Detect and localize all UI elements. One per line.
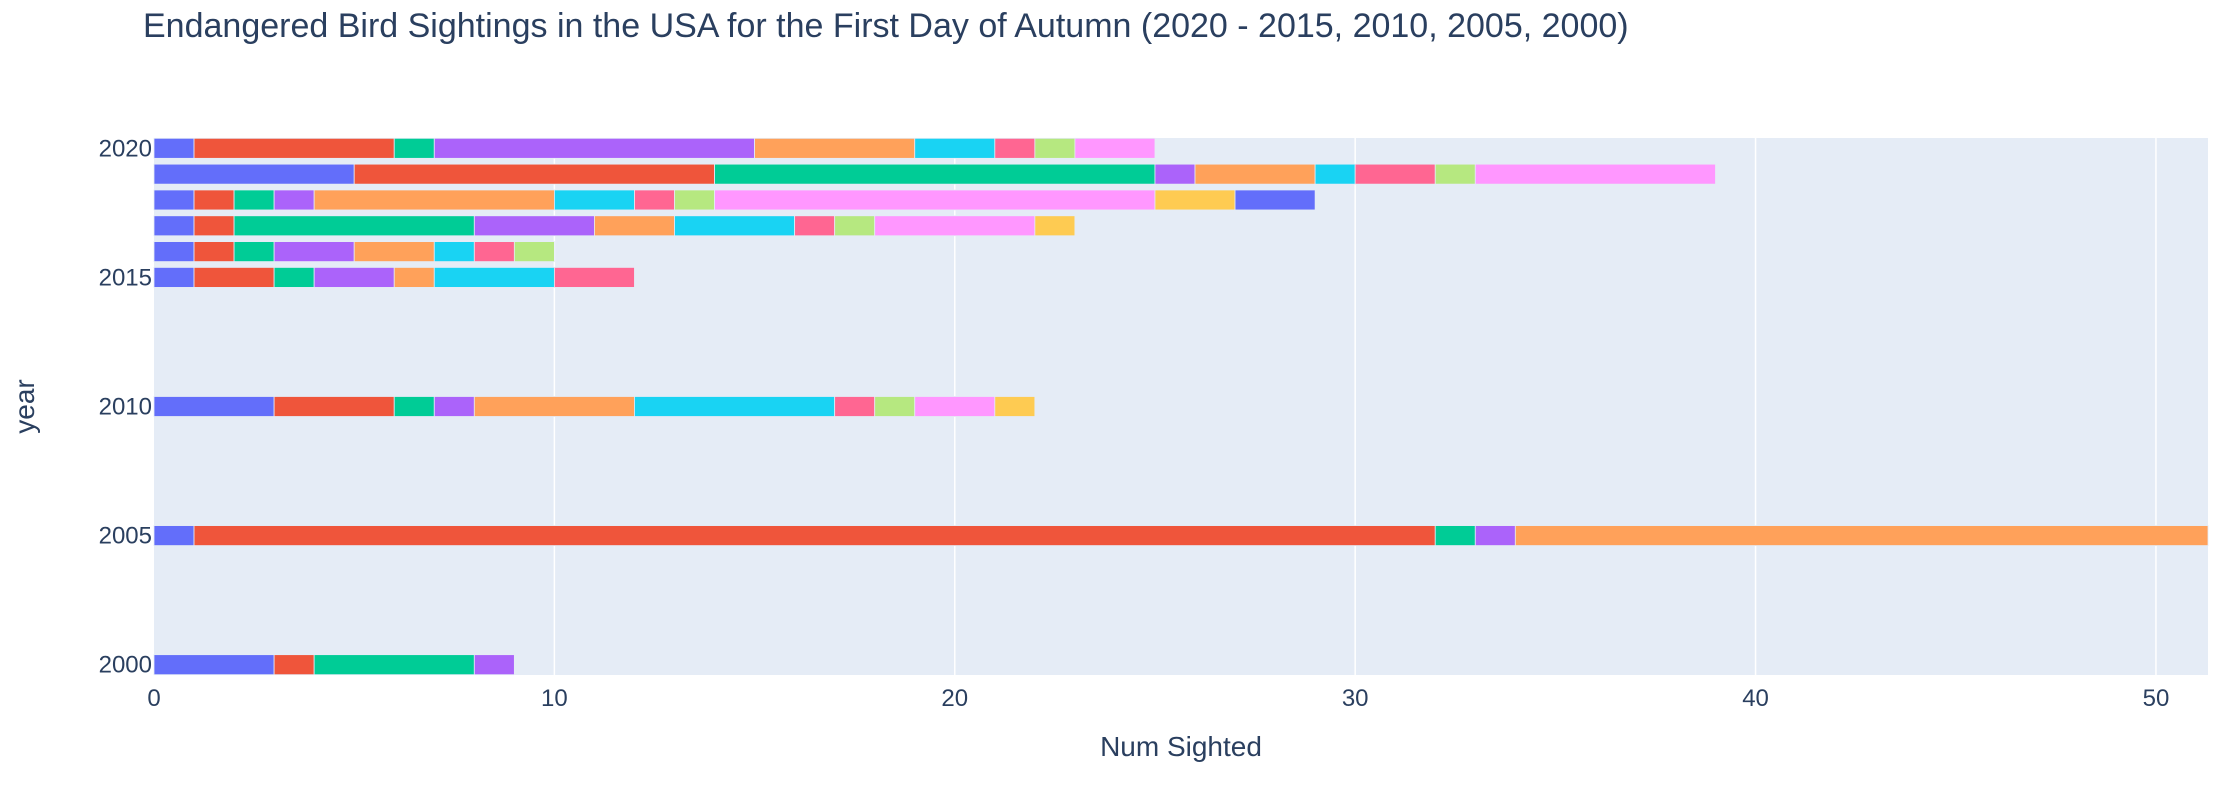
bar-segment — [433, 241, 475, 262]
bar-segment — [994, 396, 1036, 417]
y-tick-label: 2000 — [99, 652, 152, 679]
x-tick-label: 50 — [2143, 685, 2170, 712]
y-tick-label: 2005 — [99, 523, 152, 550]
bar-segment — [594, 215, 675, 237]
bar-segment — [634, 396, 836, 417]
bar-segment — [754, 137, 916, 159]
bar-segment — [1514, 525, 2209, 546]
bar-segment — [273, 654, 315, 676]
bar-segment — [153, 654, 275, 676]
bar-segment — [1314, 163, 1356, 185]
chart-title: Endangered Bird Sightings in the USA for… — [143, 7, 1629, 45]
x-axis-title: Num Sighted — [1100, 731, 1262, 762]
bar-segment — [313, 189, 555, 211]
bar-segment — [233, 215, 475, 237]
bar-segment — [874, 396, 916, 417]
bar-segment — [433, 396, 475, 417]
bar-segment — [273, 396, 395, 417]
bar-segment — [1154, 189, 1236, 211]
bar-segment — [1354, 163, 1436, 185]
bar-segment — [473, 396, 635, 417]
bar-segment — [553, 189, 635, 211]
bar-segment — [914, 396, 996, 417]
bar-segment — [353, 163, 715, 185]
bar-segment — [153, 137, 195, 159]
bar-segment — [433, 267, 555, 288]
bar-segment — [313, 267, 395, 288]
bar-segment — [193, 215, 235, 237]
bars — [153, 137, 2209, 676]
bar-segment — [473, 654, 515, 676]
bar-segment — [153, 396, 275, 417]
bar-segment — [153, 241, 195, 262]
bar-segment — [153, 525, 195, 546]
bar-segment — [393, 267, 435, 288]
bar-segment — [153, 215, 195, 237]
y-axis-title: year — [9, 379, 40, 433]
bar-segment — [233, 189, 275, 211]
bar-segment — [1474, 163, 1716, 185]
bar-segment — [313, 654, 475, 676]
bar-segment — [1434, 163, 1476, 185]
x-tick-label: 20 — [941, 685, 968, 712]
x-tick-label: 40 — [1742, 685, 1769, 712]
bar-segment — [1074, 137, 1156, 159]
bar-segment — [193, 241, 235, 262]
y-tick-label: 2015 — [99, 264, 152, 291]
bar-segment — [193, 267, 275, 288]
bar-segment — [153, 163, 355, 185]
bar-segment — [834, 215, 876, 237]
bar-segment — [634, 189, 675, 211]
bar-segment — [353, 241, 435, 262]
bar-segment — [473, 241, 515, 262]
bar-segment — [193, 189, 235, 211]
y-axis-ticks: 2000 2005 2010 2015 2020 — [99, 135, 152, 678]
bar-segment — [1434, 525, 1476, 546]
bar-segment — [393, 137, 435, 159]
bar-segment — [193, 525, 1436, 546]
bar-segment — [273, 189, 315, 211]
y-tick-label: 2010 — [99, 394, 152, 421]
bar-segment — [1194, 163, 1316, 185]
bar-segment — [513, 241, 555, 262]
bar-segment — [1474, 525, 1516, 546]
bar-segment — [674, 189, 715, 211]
bar-segment — [433, 137, 755, 159]
bar-segment — [914, 137, 996, 159]
bar-segment — [153, 267, 195, 288]
bar-segment — [1154, 163, 1196, 185]
bar-segment — [193, 137, 395, 159]
bar-segment — [674, 215, 796, 237]
bar-segment — [273, 241, 355, 262]
y-tick-label: 2020 — [99, 135, 152, 162]
bar-segment — [874, 215, 1036, 237]
bar-segment — [273, 267, 315, 288]
bar-segment — [233, 241, 275, 262]
bar-segment — [1034, 137, 1076, 159]
bar-segment — [1234, 189, 1316, 211]
x-tick-label: 10 — [541, 685, 568, 712]
x-axis-ticks: 0 10 20 30 40 50 — [147, 685, 2169, 712]
bar-segment — [794, 215, 836, 237]
bar-segment — [1034, 215, 1076, 237]
bar-segment — [834, 396, 876, 417]
x-tick-label: 30 — [1342, 685, 1369, 712]
bar-segment — [994, 137, 1036, 159]
bar-segment — [473, 215, 595, 237]
bar-segment — [553, 267, 635, 288]
bar-segment — [153, 189, 195, 211]
bar-segment — [393, 396, 435, 417]
x-tick-label: 0 — [147, 685, 160, 712]
bar-segment — [714, 189, 1156, 211]
bar-segment — [714, 163, 1156, 185]
